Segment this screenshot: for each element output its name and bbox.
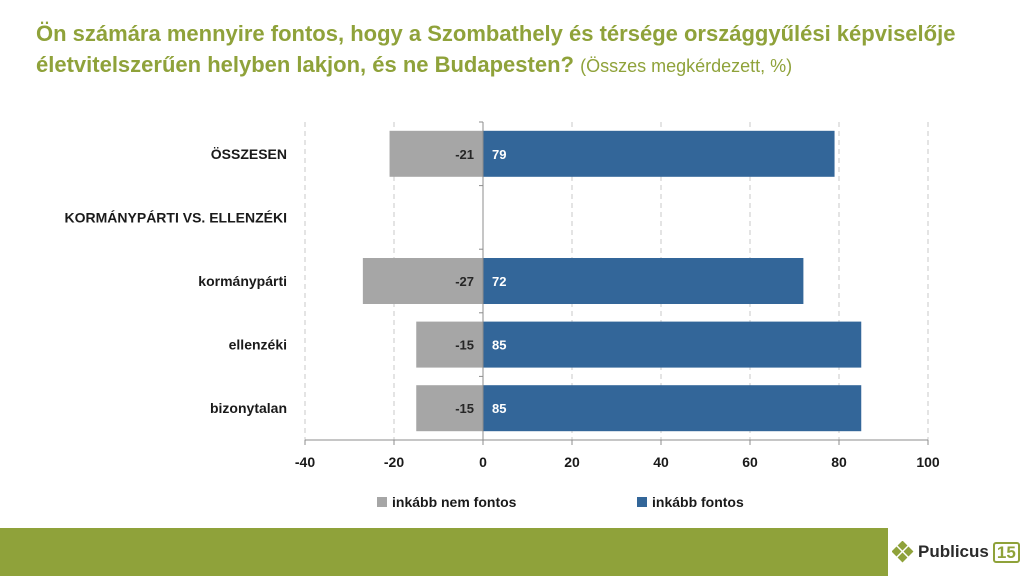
bar-positive (483, 130, 835, 177)
chart-title-subtitle: (Összes megkérdezett, %) (580, 56, 793, 76)
bar-negative (416, 385, 483, 432)
category-label: kormánypárti (198, 273, 287, 289)
bar-chart: -21 79 ÖSSZESEN KORMÁNYPÁRTI VS. ELLENZÉKI -… (65, 121, 940, 510)
legend-label: inkább fontos (652, 494, 744, 510)
bar-positive (483, 385, 862, 432)
publicus-logo-icon (892, 541, 914, 563)
bar-negative (416, 321, 483, 368)
data-label: 85 (492, 338, 506, 353)
category-label: bizonytalan (210, 400, 287, 416)
publicus-logo-number: 15 (992, 541, 1020, 563)
bar-negative (389, 130, 483, 177)
bar-positive (483, 321, 862, 368)
x-tick-label: 60 (742, 454, 758, 470)
x-tick-label: 0 (479, 454, 487, 470)
category-label: KORMÁNYPÁRTI VS. ELLENZÉKI (65, 209, 287, 225)
data-label: -15 (455, 338, 474, 353)
category-label: ellenzéki (229, 337, 287, 353)
x-tick-label: 20 (564, 454, 580, 470)
x-tick-label: -20 (384, 454, 404, 470)
category-label: ÖSSZESEN (211, 146, 287, 162)
data-label: 72 (492, 274, 506, 289)
data-label: 79 (492, 147, 506, 162)
data-label: -21 (455, 147, 474, 162)
publicus-logo-text: Publicus (918, 542, 989, 561)
chart-title: Ön számára mennyire fontos, hogy a Szomb… (36, 18, 996, 82)
chart-title-main: Ön számára mennyire fontos, hogy a Szomb… (36, 21, 956, 77)
bar-negative (362, 258, 483, 304)
x-tick-label: 40 (653, 454, 669, 470)
footer-band (0, 528, 888, 576)
x-tick-label: 100 (916, 454, 940, 470)
legend-swatch (637, 497, 647, 507)
x-tick-label: 80 (831, 454, 847, 470)
x-tick-label: -40 (295, 454, 315, 470)
legend-swatch (377, 497, 387, 507)
legend-label: inkább nem fontos (392, 494, 517, 510)
publicus-logo: Publicus 15 (892, 536, 1020, 568)
bar-positive (483, 258, 804, 304)
data-label: -27 (455, 274, 474, 289)
data-label: 85 (492, 401, 506, 416)
data-label: -15 (455, 401, 474, 416)
